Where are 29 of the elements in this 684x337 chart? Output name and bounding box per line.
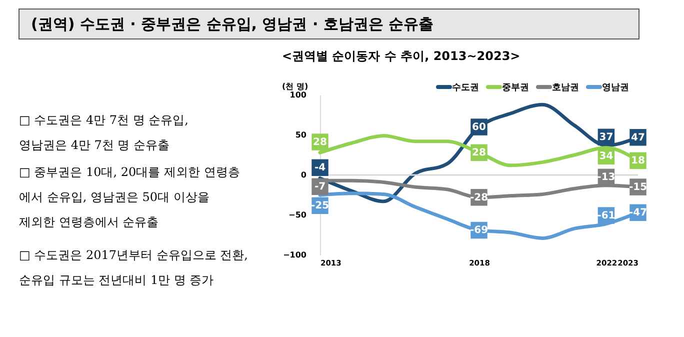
text: □ 수도권은 4만 7천 명 순유입, 영남권은 4만 7천 명 순유출 [19, 113, 188, 152]
y-tick-label: −100 [283, 250, 307, 260]
data-label: 60 [472, 122, 486, 133]
data-label: -7 [314, 182, 326, 193]
data-label: 37 [599, 132, 614, 144]
data-label: -47 [628, 208, 648, 219]
y-tick-label: 0 [300, 170, 307, 180]
text: (권역) 수도권 · 중부권은 순유입, 영남권 · 호남권은 순유출 [31, 15, 434, 33]
legend-label: 호남권 [552, 83, 579, 93]
data-label: 47 [631, 132, 645, 144]
text: □ 수도권은 2017년부터 순유입으로 전환, 순유입 규모는 전년대비 1만 명 증가 [19, 248, 248, 287]
legend-label: 영남권 [602, 83, 629, 93]
y-tick-label: 100 [290, 90, 307, 100]
data-label: -28 [470, 192, 488, 204]
y-tick-label: 50 [295, 130, 307, 140]
data-label: 18 [631, 156, 645, 167]
data-label: -4 [314, 162, 326, 174]
data-label: 28 [313, 137, 327, 148]
y-axis-title: (천 명) [282, 82, 308, 91]
data-label: 34 [599, 151, 614, 162]
chart-title: <권역별 순이동자 수 추이, 2013~2023> [282, 49, 520, 63]
data-label: -15 [628, 182, 648, 193]
data-label: 28 [472, 148, 486, 159]
y-tick-label: −50 [288, 210, 307, 220]
data-label: -69 [470, 225, 488, 236]
legend-label: 중부권 [502, 83, 529, 93]
legend-label: 수도권 [452, 83, 479, 93]
text: □ 중부권은 10대, 20대를 제외한 연령층 에서 순유입, 영남권은 50대 이상을 제외한 연령층에서 순유출 [19, 165, 240, 229]
data-label: -25 [310, 200, 330, 212]
